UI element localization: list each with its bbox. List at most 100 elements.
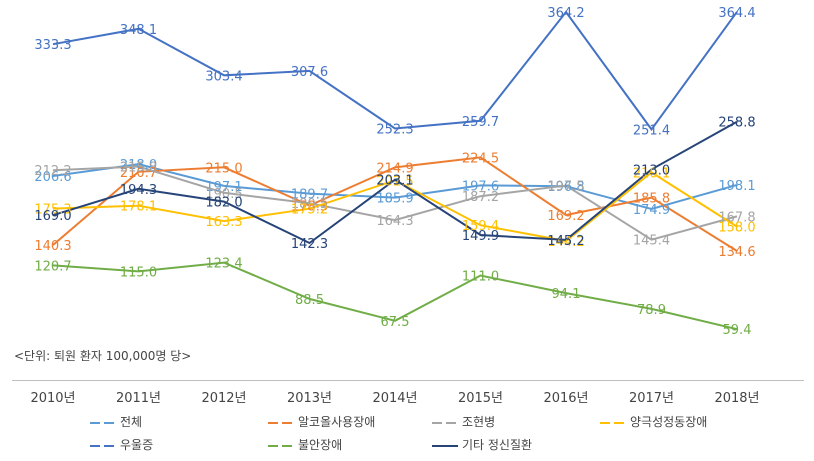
legend-label: 알코올사용장애 bbox=[298, 415, 376, 429]
data-label: 134.6 bbox=[718, 245, 755, 260]
legend-label: 기타 정신질환 bbox=[462, 438, 533, 452]
data-label: 163.3 bbox=[205, 215, 242, 230]
legend-label: 조현병 bbox=[462, 415, 496, 429]
data-label: 303.4 bbox=[205, 69, 242, 84]
data-label: 59.4 bbox=[723, 323, 752, 338]
data-label: 252.3 bbox=[376, 122, 413, 137]
data-label: 218.0 bbox=[120, 158, 157, 173]
data-label: 144.2 bbox=[547, 235, 584, 250]
data-label: 175.2 bbox=[291, 203, 328, 218]
data-label: 185.8 bbox=[633, 192, 670, 207]
data-label: 115.0 bbox=[120, 265, 157, 280]
x-tick-label: 2010년 bbox=[30, 391, 75, 406]
data-label: 182.0 bbox=[205, 196, 242, 211]
data-label: 120.7 bbox=[34, 259, 71, 274]
series-line-조현병 bbox=[52, 165, 738, 241]
legend-label: 양극성정동장애 bbox=[630, 415, 708, 429]
data-label: 142.3 bbox=[291, 237, 328, 252]
data-label: 194.3 bbox=[120, 183, 157, 198]
unit-note: <단위: 퇴원 환자 100,000명 당> bbox=[14, 349, 192, 363]
legend-swatch bbox=[268, 421, 294, 424]
data-label: 145.2 bbox=[547, 234, 584, 249]
legend-swatch bbox=[268, 444, 294, 447]
data-label: 197.6 bbox=[462, 179, 499, 194]
legend-item: 양극성정동장애 bbox=[600, 413, 707, 430]
data-label: 206.6 bbox=[34, 170, 71, 185]
data-label: 159.4 bbox=[462, 219, 499, 234]
x-tick-label: 2017년 bbox=[629, 391, 674, 406]
data-label: 175.3 bbox=[34, 203, 71, 218]
x-tick-label: 2013년 bbox=[287, 391, 332, 406]
data-label: 174.9 bbox=[633, 203, 670, 218]
data-label: 140.3 bbox=[34, 239, 71, 254]
data-label: 348.1 bbox=[120, 23, 157, 38]
series-line-전체 bbox=[52, 163, 738, 211]
x-axis-line bbox=[12, 380, 804, 381]
data-label: 78.9 bbox=[637, 303, 666, 318]
x-tick-label: 2014년 bbox=[372, 391, 417, 406]
data-label: 187.2 bbox=[462, 190, 499, 205]
legend-item: 우울증 bbox=[90, 436, 153, 453]
series-line-기타-정신질환 bbox=[52, 120, 738, 245]
data-label: 212.2 bbox=[34, 164, 71, 179]
legend-label: 전체 bbox=[120, 415, 143, 429]
data-label: 364.2 bbox=[547, 6, 584, 21]
data-label: 210.1 bbox=[633, 166, 670, 181]
data-label: 307.6 bbox=[291, 65, 328, 80]
data-label: 258.8 bbox=[718, 116, 755, 131]
legend-item: 알코올사용장애 bbox=[268, 413, 375, 430]
data-label: 203.1 bbox=[376, 174, 413, 189]
series-line-알코올사용장애 bbox=[52, 156, 738, 252]
data-label: 197.1 bbox=[205, 180, 242, 195]
legend-label: 우울증 bbox=[120, 438, 154, 452]
data-label: 169.0 bbox=[34, 209, 71, 224]
data-label: 167.8 bbox=[718, 210, 755, 225]
data-label: 178.3 bbox=[291, 199, 328, 214]
data-label: 88.5 bbox=[295, 293, 324, 308]
series-line-불안장애 bbox=[52, 261, 738, 331]
x-tick-label: 2016년 bbox=[543, 391, 588, 406]
data-label: 149.9 bbox=[462, 229, 499, 244]
legend-item: 기타 정신질환 bbox=[432, 436, 532, 453]
data-label: 215.0 bbox=[205, 161, 242, 176]
data-label: 178.1 bbox=[120, 200, 157, 215]
data-label: 197.5 bbox=[547, 180, 584, 195]
data-label: 210.7 bbox=[120, 166, 157, 181]
data-label: 164.3 bbox=[376, 214, 413, 229]
legend-swatch bbox=[90, 444, 116, 447]
data-label: 169.2 bbox=[547, 209, 584, 224]
data-label: 333.3 bbox=[34, 38, 71, 53]
data-label: 145.4 bbox=[633, 234, 670, 249]
data-label: 158.0 bbox=[718, 221, 755, 236]
x-tick-label: 2011년 bbox=[116, 391, 161, 406]
data-label: 180.5 bbox=[291, 197, 328, 212]
legend-item: 조현병 bbox=[432, 413, 495, 430]
legend-swatch bbox=[432, 444, 458, 447]
data-label: 202.5 bbox=[376, 174, 413, 189]
data-label: 94.1 bbox=[552, 287, 581, 302]
data-label: 224.5 bbox=[462, 151, 499, 166]
data-label: 251.4 bbox=[633, 123, 670, 138]
data-label: 111.0 bbox=[462, 270, 499, 285]
data-label: 215.8 bbox=[120, 160, 157, 175]
data-label: 67.5 bbox=[381, 315, 410, 330]
line-chart: 206.6 218.0 197.1 189.7 185.9 197.6 196.8 174.9… bbox=[34, 6, 755, 338]
data-label: 213.0 bbox=[633, 163, 670, 178]
legend-item: 불안장애 bbox=[268, 436, 342, 453]
x-tick-label: 2012년 bbox=[201, 391, 246, 406]
legend-swatch bbox=[600, 421, 626, 424]
legend-swatch bbox=[90, 421, 116, 424]
data-label: 259.7 bbox=[462, 115, 499, 130]
legend-swatch bbox=[432, 421, 458, 424]
data-label: 185.9 bbox=[376, 192, 413, 207]
data-label: 364.4 bbox=[718, 6, 755, 21]
x-tick-label: 2018년 bbox=[714, 391, 759, 406]
x-tick-label: 2015년 bbox=[458, 391, 503, 406]
legend-label: 불안장애 bbox=[298, 438, 343, 452]
legend-item: 전체 bbox=[90, 413, 142, 430]
series-line-우울증 bbox=[52, 10, 738, 132]
data-label: 214.9 bbox=[376, 161, 413, 176]
x-axis: 2010년 2011년 2012년 2013년 2014년 2015년 2016년 2017년… bbox=[30, 391, 759, 406]
data-label: 190.5 bbox=[205, 187, 242, 202]
data-label: 189.7 bbox=[291, 188, 328, 203]
